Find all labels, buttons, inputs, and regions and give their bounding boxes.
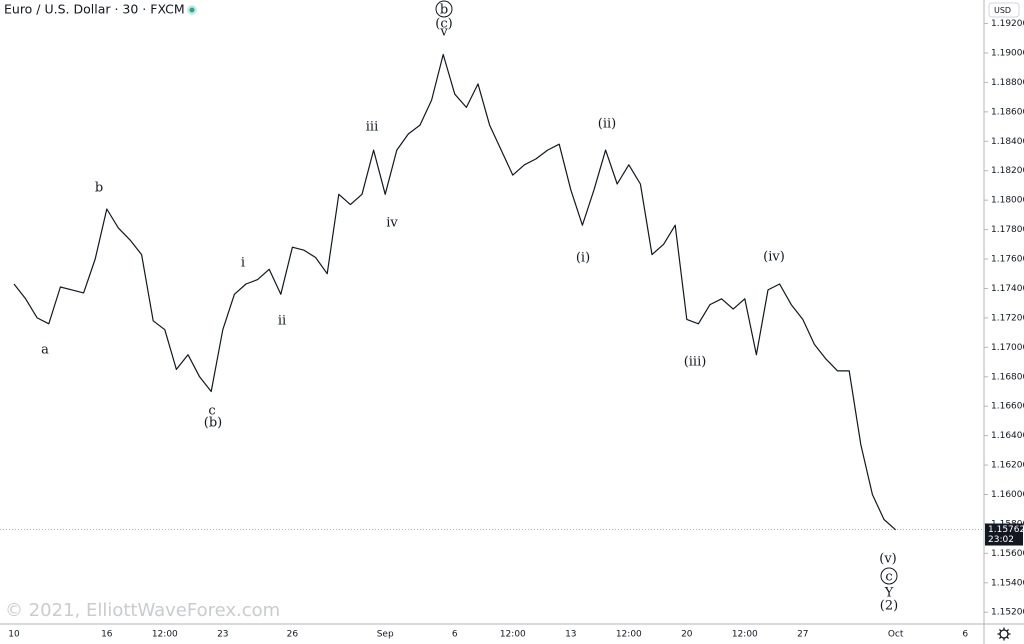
price-line [13,53,896,531]
y-tick-label: 1.17600 [991,255,1024,265]
x-tick-label: 10 [8,630,20,640]
wave-label: Y [884,586,894,601]
x-tick-label: 26 [287,630,299,640]
currency-button[interactable] [988,2,1020,18]
x-tick-label: 20 [681,630,693,640]
x-tick-label: Oct [888,630,904,640]
wave-label: (i) [576,251,590,266]
x-tick-label: 12:00 [152,630,178,640]
wave-label: b [440,3,448,18]
wave-label: (b) [204,416,222,431]
x-tick-label: 27 [797,630,808,640]
x-tick-label: 13 [565,630,576,640]
wave-label: a [41,343,49,358]
y-tick-label: 1.17000 [991,343,1024,353]
y-tick-label: 1.15600 [991,549,1024,559]
y-tick-label: 1.18800 [991,78,1024,88]
wave-label: (iii) [684,355,707,370]
y-tick-label: 1.16000 [991,490,1024,500]
y-tick-label: 1.19200 [991,19,1024,29]
x-tick-label: 23 [217,630,228,640]
wave-label: (c) [435,17,452,32]
x-tick-label: 16 [101,630,113,640]
y-tick-label: 1.18200 [991,166,1024,176]
last-price-label: 1.15762 [988,525,1024,535]
wave-label: iv [386,216,398,231]
status-dot [189,7,195,13]
x-tick-label: 12:00 [732,630,758,640]
currency-label[interactable]: USD [994,6,1011,15]
y-tick-label: 1.19000 [991,48,1024,58]
y-tick-label: 1.17200 [991,313,1024,323]
watermark: © 2021, ElliottWaveForex.com [5,600,280,621]
wave-label: iii [366,120,378,135]
x-tick-label: 12:00 [500,630,526,640]
wave-label: c [885,570,892,585]
wave-label: (v) [879,552,897,567]
y-tick-label: 1.16800 [991,372,1024,382]
y-tick-label: 1.16400 [991,431,1024,441]
wave-label: i [241,256,245,271]
x-tick-label: Sep [377,630,394,640]
wave-label: b [95,181,103,196]
y-tick-label: 1.17400 [991,284,1024,294]
wave-label: c [208,404,215,419]
symbol-title: Euro / U.S. Dollar · 30 · FXCM [4,2,185,17]
wave-label: v [439,25,448,40]
y-tick-label: 1.15400 [991,578,1024,588]
x-tick-label: 6 [452,630,458,640]
wave-label: (2) [880,599,898,614]
y-tick-label: 1.18000 [991,196,1024,206]
x-tick-label: 12:00 [616,630,642,640]
y-tick-label: 1.16200 [991,461,1024,471]
y-tick-label: 1.16600 [991,402,1024,412]
wave-circle [880,567,898,585]
wave-label: (iv) [763,250,785,265]
settings-icon[interactable] [997,627,1011,641]
y-tick-label: 1.18400 [991,137,1024,147]
wave-label: ii [278,314,286,329]
y-tick-label: 1.18600 [991,107,1024,117]
y-tick-label: 1.17800 [991,225,1024,235]
last-price-box [985,523,1023,546]
wave-label: (ii) [598,117,616,132]
countdown-label: 23:02 [988,535,1014,545]
y-tick-label: 1.15200 [991,608,1024,618]
x-tick-label: 6 [962,630,968,640]
wave-circle [435,0,453,18]
